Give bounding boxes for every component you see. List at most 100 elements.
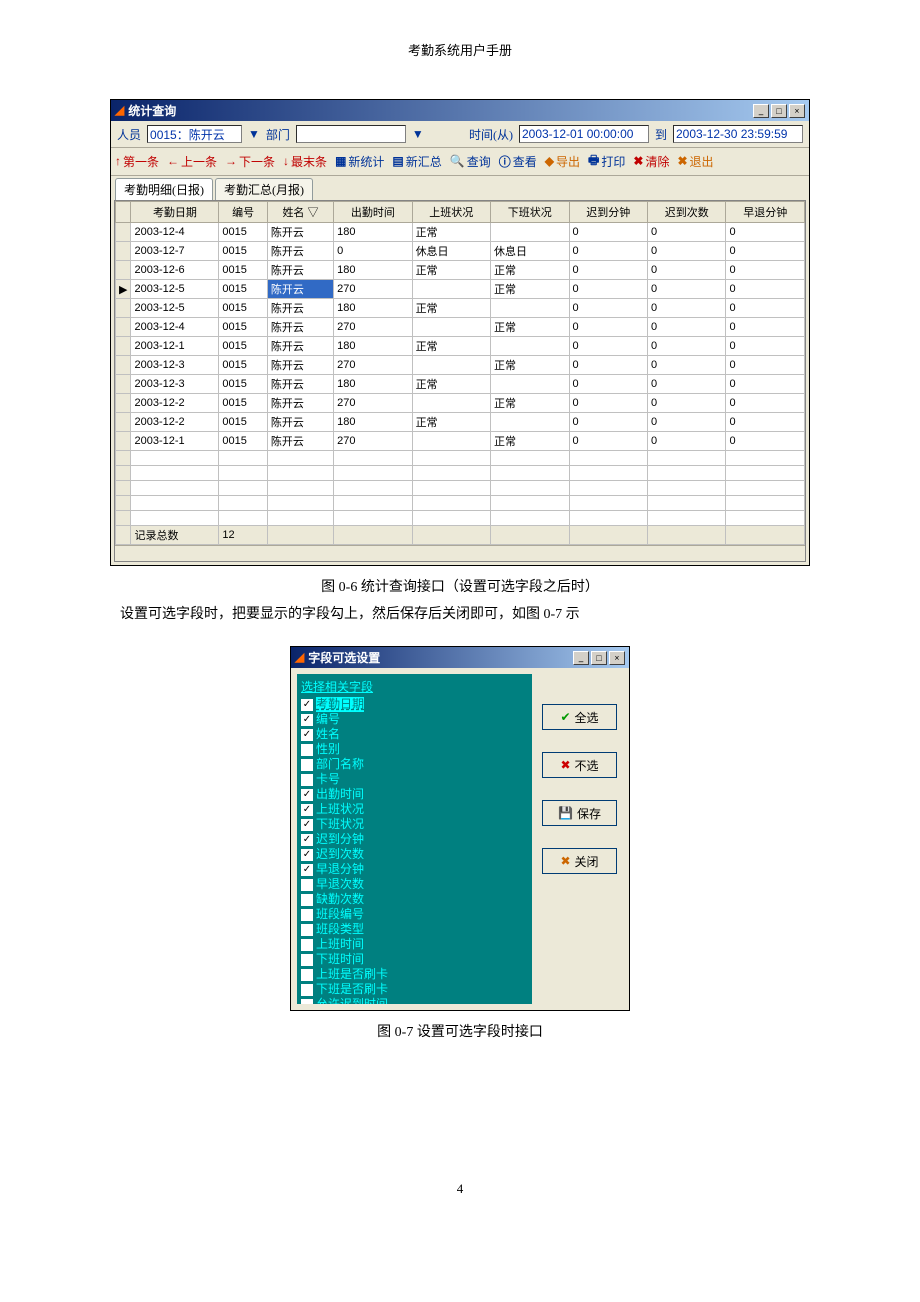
checkbox-icon[interactable]: ✓ [301,789,313,801]
person-dropdown-icon[interactable]: ▼ [248,127,260,142]
field-label: 下班是否刷卡 [316,982,388,997]
field-item[interactable]: ✓考勤日期 [301,697,528,712]
checkbox-icon[interactable] [301,954,313,966]
checkbox-icon[interactable]: ✓ [301,714,313,726]
toolbar-item-9[interactable]: 🖶打印 [588,151,625,172]
table-row[interactable]: 2003-12-40015陈开云270正常000 [116,318,805,337]
column-header[interactable]: 上班状况 [412,202,490,223]
dialog-button-3[interactable]: ✖关闭 [542,848,617,874]
dept-dropdown-icon[interactable]: ▼ [412,127,424,142]
field-item[interactable]: 允许迟到时间 [301,997,528,1004]
toolbar-item-10[interactable]: ✖清除 [633,153,669,170]
table-cell: 2003-12-1 [131,432,219,451]
table-row[interactable]: 2003-12-20015陈开云270正常000 [116,394,805,413]
column-header[interactable]: 姓名 ▽ [267,202,333,223]
field-item[interactable]: 上班是否刷卡 [301,967,528,982]
checkbox-icon[interactable] [301,999,313,1005]
checkbox-icon[interactable]: ✓ [301,729,313,741]
table-row[interactable]: 2003-12-70015陈开云0休息日休息日000 [116,242,805,261]
field-item[interactable]: ✓迟到分钟 [301,832,528,847]
field-item[interactable]: 班段类型 [301,922,528,937]
field-item[interactable]: ✓编号 [301,712,528,727]
table-row[interactable]: 2003-12-30015陈开云180正常000 [116,375,805,394]
checkbox-icon[interactable] [301,894,313,906]
checkbox-icon[interactable] [301,984,313,996]
field-item[interactable]: 早退次数 [301,877,528,892]
field-item[interactable]: 缺勤次数 [301,892,528,907]
toolbar-item-6[interactable]: 🔍查询 [450,153,491,170]
maximize-icon[interactable]: □ [591,651,607,665]
column-header[interactable]: 出勤时间 [334,202,412,223]
tab-0[interactable]: 考勤明细(日报) [115,178,213,200]
table-row[interactable]: 2003-12-60015陈开云180正常正常000 [116,261,805,280]
field-label: 下班状况 [316,817,364,832]
field-item[interactable]: 性别 [301,742,528,757]
table-row[interactable]: 2003-12-20015陈开云180正常000 [116,413,805,432]
table-row[interactable]: 2003-12-40015陈开云180正常000 [116,223,805,242]
checkbox-icon[interactable]: ✓ [301,834,313,846]
field-item[interactable]: 卡号 [301,772,528,787]
close-icon[interactable]: × [789,104,805,118]
toolbar-item-7[interactable]: ⓘ查看 [499,153,537,170]
checkbox-icon[interactable] [301,744,313,756]
checkbox-icon[interactable]: ✓ [301,804,313,816]
field-item[interactable]: ✓早退分钟 [301,862,528,877]
checkbox-icon[interactable]: ✓ [301,819,313,831]
toolbar-item-8[interactable]: ◆导出 [545,153,580,170]
checkbox-icon[interactable]: ✓ [301,699,313,711]
checkbox-icon[interactable] [301,939,313,951]
dialog-button-0[interactable]: ✔全选 [542,704,617,730]
field-item[interactable]: ✓下班状况 [301,817,528,832]
field-item[interactable]: 下班时间 [301,952,528,967]
table-row[interactable]: 2003-12-50015陈开云180正常000 [116,299,805,318]
time-to-input[interactable] [673,125,803,143]
toolbar-item-3[interactable]: ↓最末条 [283,153,327,170]
dept-input[interactable] [296,125,406,143]
field-item[interactable]: 班段编号 [301,907,528,922]
toolbar-item-2[interactable]: →下一条 [225,153,275,170]
dialog-button-2[interactable]: 💾保存 [542,800,617,826]
toolbar-item-11[interactable]: ✖退出 [677,153,713,170]
checkbox-icon[interactable] [301,924,313,936]
minimize-icon[interactable]: _ [573,651,589,665]
checkbox-icon[interactable] [301,969,313,981]
checkbox-icon[interactable] [301,774,313,786]
checkbox-icon[interactable]: ✓ [301,849,313,861]
maximize-icon[interactable]: □ [771,104,787,118]
checkbox-icon[interactable]: ✓ [301,864,313,876]
field-item[interactable]: ✓迟到次数 [301,847,528,862]
checkbox-icon[interactable] [301,909,313,921]
column-header[interactable] [116,202,131,223]
field-item[interactable]: 部门名称 [301,757,528,772]
minimize-icon[interactable]: _ [753,104,769,118]
table-row[interactable]: 2003-12-10015陈开云180正常000 [116,337,805,356]
close-icon[interactable]: × [609,651,625,665]
column-header[interactable]: 下班状况 [491,202,569,223]
time-from-input[interactable] [519,125,649,143]
toolbar-item-4[interactable]: ▦新统计 [335,153,384,170]
table-cell [116,413,131,432]
column-header[interactable]: 迟到分钟 [569,202,647,223]
table-row[interactable]: ▶2003-12-50015陈开云270正常000 [116,280,805,299]
table-row[interactable]: 2003-12-10015陈开云270正常000 [116,432,805,451]
column-header[interactable]: 编号 [219,202,267,223]
field-item[interactable]: 上班时间 [301,937,528,952]
toolbar-item-1[interactable]: ←上一条 [167,153,217,170]
field-item[interactable]: ✓出勤时间 [301,787,528,802]
checkbox-icon[interactable] [301,879,313,891]
checkbox-icon[interactable] [301,759,313,771]
field-item[interactable]: ✓姓名 [301,727,528,742]
dialog-button-1[interactable]: ✖不选 [542,752,617,778]
field-item[interactable]: ✓上班状况 [301,802,528,817]
horizontal-scrollbar[interactable] [115,545,805,561]
field-item[interactable]: 下班是否刷卡 [301,982,528,997]
table-row[interactable]: 2003-12-30015陈开云270正常000 [116,356,805,375]
column-header[interactable]: 早退分钟 [726,202,805,223]
person-input[interactable] [147,125,242,143]
column-header[interactable]: 迟到次数 [647,202,725,223]
table-cell: 陈开云 [267,280,333,299]
toolbar-item-0[interactable]: ↑第一条 [115,153,159,170]
column-header[interactable]: 考勤日期 [131,202,219,223]
tab-1[interactable]: 考勤汇总(月报) [215,178,313,200]
toolbar-item-5[interactable]: ▤新汇总 [392,153,441,170]
